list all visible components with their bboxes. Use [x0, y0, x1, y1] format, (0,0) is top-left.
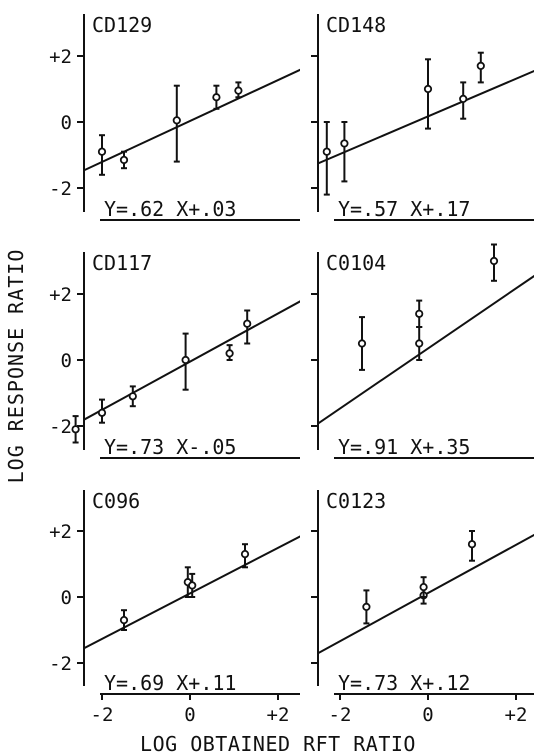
- x-axis-label: LOG OBTAINED RFT RATIO: [140, 732, 416, 754]
- y-tick-label: -2: [49, 416, 72, 438]
- data-point: [340, 139, 349, 148]
- panel-3: +2 0 -2 CD117 Y=.73 X-.05: [49, 251, 300, 459]
- panel-title: CD148: [326, 13, 386, 37]
- x-tick-label: +2: [267, 704, 290, 726]
- regression-line: [84, 300, 300, 421]
- panel-title: CD117: [92, 251, 152, 275]
- y-tick-label: +2: [49, 46, 72, 68]
- data-point: [128, 392, 137, 401]
- data-point: [243, 319, 252, 328]
- panel-title: C096: [92, 489, 140, 513]
- y-tick-label: +2: [49, 521, 72, 543]
- panel-4: C0104 Y=.91 X+.35: [311, 243, 534, 459]
- y-tick-label: 0: [61, 587, 72, 609]
- data-point: [119, 155, 129, 165]
- data-point: [467, 540, 477, 549]
- regression-line: [84, 68, 300, 172]
- y-tick-label: -2: [49, 178, 72, 200]
- data-point: [97, 147, 107, 156]
- regression-line: [318, 274, 534, 425]
- panel-5: +2 0 -2 -2 0 +2 C096 Y=.69 X+.11: [49, 489, 300, 726]
- data-point: [415, 309, 424, 318]
- panel-equation: Y=.73 X+.12: [338, 671, 470, 695]
- panel-equation: Y=.57 X+.17: [338, 197, 470, 221]
- data-point: [362, 602, 371, 612]
- y-tick-label: +2: [49, 284, 72, 306]
- data-point: [188, 581, 197, 590]
- data-point: [419, 582, 428, 592]
- panel-title: C0104: [326, 251, 386, 275]
- y-tick-label: -2: [49, 653, 72, 675]
- x-tick-label: -2: [329, 704, 352, 726]
- data-point: [97, 408, 107, 417]
- data-point: [119, 615, 129, 625]
- panel-title: CD129: [92, 13, 152, 37]
- data-point: [225, 349, 234, 358]
- panel-equation: Y=.69 X+.11: [104, 671, 236, 695]
- panel-1: +2 0 -2 CD129 Y=.62 X+.03: [49, 13, 300, 221]
- x-tick-label: -2: [91, 704, 114, 726]
- panel-2: CD148 Y=.57 X+.17: [311, 13, 534, 221]
- data-point: [172, 116, 181, 125]
- x-tick-label: 0: [422, 704, 433, 726]
- panel-equation: Y=.62 X+.03: [104, 197, 236, 221]
- data-point: [423, 84, 433, 94]
- x-tick-label: 0: [184, 704, 195, 726]
- y-axis-label: LOG RESPONSE RATIO: [4, 249, 28, 484]
- data-point: [181, 355, 190, 365]
- regression-line: [318, 69, 534, 165]
- panel-6: -2 0 +2 C0123 Y=.73 X+.12: [311, 489, 534, 726]
- y-tick-label: 0: [61, 350, 72, 372]
- data-point: [71, 425, 80, 434]
- panel-title: C0123: [326, 489, 386, 513]
- data-point: [240, 549, 250, 559]
- panel-equation: Y=.91 X+.35: [338, 435, 470, 459]
- data-point: [357, 339, 367, 348]
- regression-line: [318, 533, 534, 655]
- y-tick-label: 0: [61, 112, 72, 134]
- data-point: [489, 256, 499, 266]
- x-tick-label: +2: [505, 704, 528, 726]
- data-point: [212, 93, 221, 102]
- data-point: [459, 94, 468, 104]
- data-point: [415, 339, 424, 348]
- data-point: [322, 147, 331, 156]
- panel-equation: Y=.73 X-.05: [104, 435, 236, 459]
- data-point: [476, 61, 485, 71]
- data-point: [234, 86, 243, 95]
- regression-line: [84, 535, 300, 650]
